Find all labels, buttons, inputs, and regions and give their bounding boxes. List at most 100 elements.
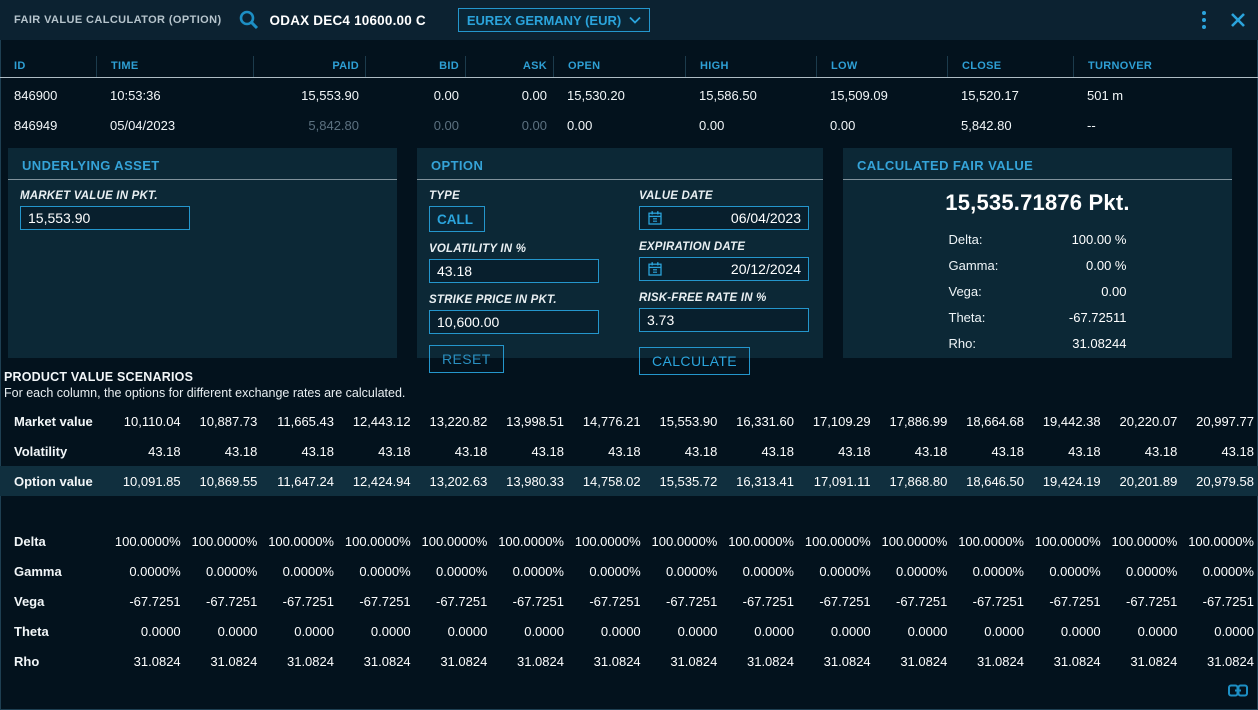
scenario-cell: -67.7251: [896, 593, 948, 609]
scenario-row: Delta 100.0000% 100.0000% 100.0000% 100.0000…: [0, 526, 1258, 556]
quote-cell: 10:53:36: [110, 87, 161, 103]
link-icon[interactable]: [1228, 684, 1248, 702]
app-title: FAIR VALUE CALCULATOR (OPTION): [14, 14, 222, 26]
scenario-cell: 0.0000%: [1202, 563, 1254, 579]
scenario-row: Gamma 0.0000% 0.0000% 0.0000% 0.0000% 0.0000%…: [0, 556, 1258, 586]
scenario-cell: 17,868.80: [889, 473, 948, 489]
exchange-select[interactable]: EUREX GERMANY (EUR): [457, 8, 651, 32]
quote-cell: 0.00: [433, 87, 459, 103]
type-select-value: CALL: [437, 211, 473, 227]
scenario-cell: 0.0000%: [282, 563, 334, 579]
scenario-cell: -67.7251: [972, 593, 1024, 609]
close-icon[interactable]: [1230, 12, 1246, 28]
scenario-cell: 0.0000: [524, 623, 564, 639]
panel-separator: [417, 179, 823, 180]
quote-row[interactable]: 846949 05/04/2023 5,842.80 0.00 0.00 0.00 0.00…: [0, 110, 1258, 140]
quote-cell: 0.00: [830, 117, 856, 133]
quotes-column-header[interactable]: PAID: [253, 56, 365, 77]
scenario-cell: 43.18: [684, 443, 718, 459]
type-label: TYPE: [429, 190, 460, 202]
scenario-row-label: Volatility: [14, 443, 68, 459]
quotes-column-header[interactable]: OPEN: [553, 56, 685, 77]
scenario-cell: 20,997.77: [1196, 413, 1254, 429]
quote-cell: 5,842.80: [961, 117, 1012, 133]
greek-row: Rho: 31.08244: [949, 336, 1127, 351]
quote-cell: 0.00: [699, 117, 725, 133]
greek-value: 31.08244: [1072, 336, 1127, 351]
scenario-cell: 13,220.82: [429, 413, 488, 429]
instrument-name[interactable]: ODAX DEC4 10600.00 C: [269, 12, 426, 28]
reset-button[interactable]: RESET: [429, 345, 504, 373]
scenario-cell: 0.0000%: [819, 563, 871, 579]
scenario-cell: 0.0000: [294, 623, 334, 639]
quote-cell: 15,509.09: [830, 87, 888, 103]
quotes-column-header[interactable]: BID: [365, 56, 465, 77]
scenario-cell: -67.7251: [742, 593, 794, 609]
scenario-cell: 0.0000: [677, 623, 718, 639]
scenario-cell: -67.7251: [206, 593, 258, 609]
scenario-cell: -67.7251: [512, 593, 564, 609]
expiration-date-input[interactable]: 20/12/2024: [639, 257, 809, 281]
scenario-cell: 31.0824: [823, 653, 871, 669]
option-title: OPTION: [431, 158, 484, 173]
strike-price-input[interactable]: [429, 310, 599, 334]
title-bar: FAIR VALUE CALCULATOR (OPTION) ODAX DEC4…: [0, 0, 1258, 40]
scenario-cell: 20,201.89: [1119, 473, 1178, 489]
risk-free-rate-input[interactable]: [639, 308, 809, 332]
quotes-column-header[interactable]: LOW: [816, 56, 947, 77]
scenario-cell: 31.0824: [286, 653, 334, 669]
quote-cell: 5,842.80: [308, 117, 359, 133]
type-select[interactable]: CALL: [429, 206, 485, 232]
scenario-cell: 100.0000%: [728, 533, 794, 549]
scenario-cell: 12,443.12: [352, 413, 411, 429]
quotes-column-header[interactable]: ASK: [465, 56, 553, 77]
scenarios-value-rows: Market value 10,110.04 10,887.73 11,665.43 1…: [0, 406, 1258, 496]
quotes-column-header[interactable]: TIME: [96, 56, 253, 77]
scenario-cell: 0.0000%: [129, 563, 181, 579]
option-right-column: VALUE DATE 06/04/2023: [639, 190, 811, 375]
quote-row[interactable]: 846900 10:53:36 15,553.90 0.00 0.00 15,530.20…: [0, 80, 1258, 110]
scenario-cell: 0.0000: [754, 623, 794, 639]
scenario-cell: 0.0000: [217, 623, 258, 639]
quote-cell: 0.00: [433, 117, 459, 133]
option-left-column: TYPE CALL VOLATILITY IN % STRIKE PRICE I…: [429, 190, 605, 375]
value-date-label: VALUE DATE: [639, 190, 713, 202]
quotes-column-header[interactable]: CLOSE: [947, 56, 1073, 77]
scenario-cell: 17,091.11: [813, 473, 871, 489]
scenario-cell: 0.0000: [370, 623, 411, 639]
scenario-cell: 100.0000%: [881, 533, 948, 549]
greek-value: 0.00: [1101, 284, 1127, 299]
scenario-cell: 11,647.24: [277, 473, 334, 489]
scenario-cell: 0.0000%: [972, 563, 1024, 579]
quotes-column-header[interactable]: HIGH: [685, 56, 816, 77]
calendar-icon: [648, 211, 662, 225]
scenario-cell: -67.7251: [1049, 593, 1101, 609]
greek-row: Vega: 0.00: [949, 284, 1127, 299]
scenario-row: Theta 0.0000 0.0000 0.0000 0.0000 0.0000 0.000…: [0, 616, 1258, 646]
kebab-menu-icon[interactable]: [1200, 9, 1208, 31]
search-icon[interactable]: [238, 9, 260, 31]
quotes-column-header[interactable]: ID: [14, 60, 26, 72]
scenario-cell: 100.0000%: [651, 533, 718, 549]
greek-value: 100.00 %: [1071, 232, 1127, 247]
scenario-cell: 10,887.73: [199, 413, 258, 429]
volatility-input[interactable]: [429, 259, 599, 283]
quotes-column-header[interactable]: TURNOVER: [1073, 56, 1258, 77]
quotes-table-body: 846900 10:53:36 15,553.90 0.00 0.00 15,530.20…: [0, 80, 1258, 140]
quote-cell: 0.00: [521, 87, 547, 103]
scenario-cell: 43.18: [531, 443, 564, 459]
scenario-cell: 43.18: [761, 443, 794, 459]
scenario-cell: 10,091.85: [122, 473, 181, 489]
greek-row: Gamma: 0.00 %: [949, 258, 1127, 273]
scenario-cell: 0.0000: [447, 623, 488, 639]
scenario-cell: 100.0000%: [498, 533, 564, 549]
calculate-button[interactable]: CALCULATE: [639, 347, 751, 375]
value-date-input[interactable]: 06/04/2023: [639, 206, 809, 230]
scenario-cell: 43.18: [378, 443, 411, 459]
market-value-input[interactable]: [20, 206, 190, 230]
expiration-date-value: 20/12/2024: [730, 261, 801, 277]
scenario-cell: 0.0000%: [359, 563, 411, 579]
chevron-down-icon: [629, 16, 641, 24]
greek-label: Rho:: [948, 336, 976, 351]
scenario-cell: 17,109.29: [812, 413, 871, 429]
